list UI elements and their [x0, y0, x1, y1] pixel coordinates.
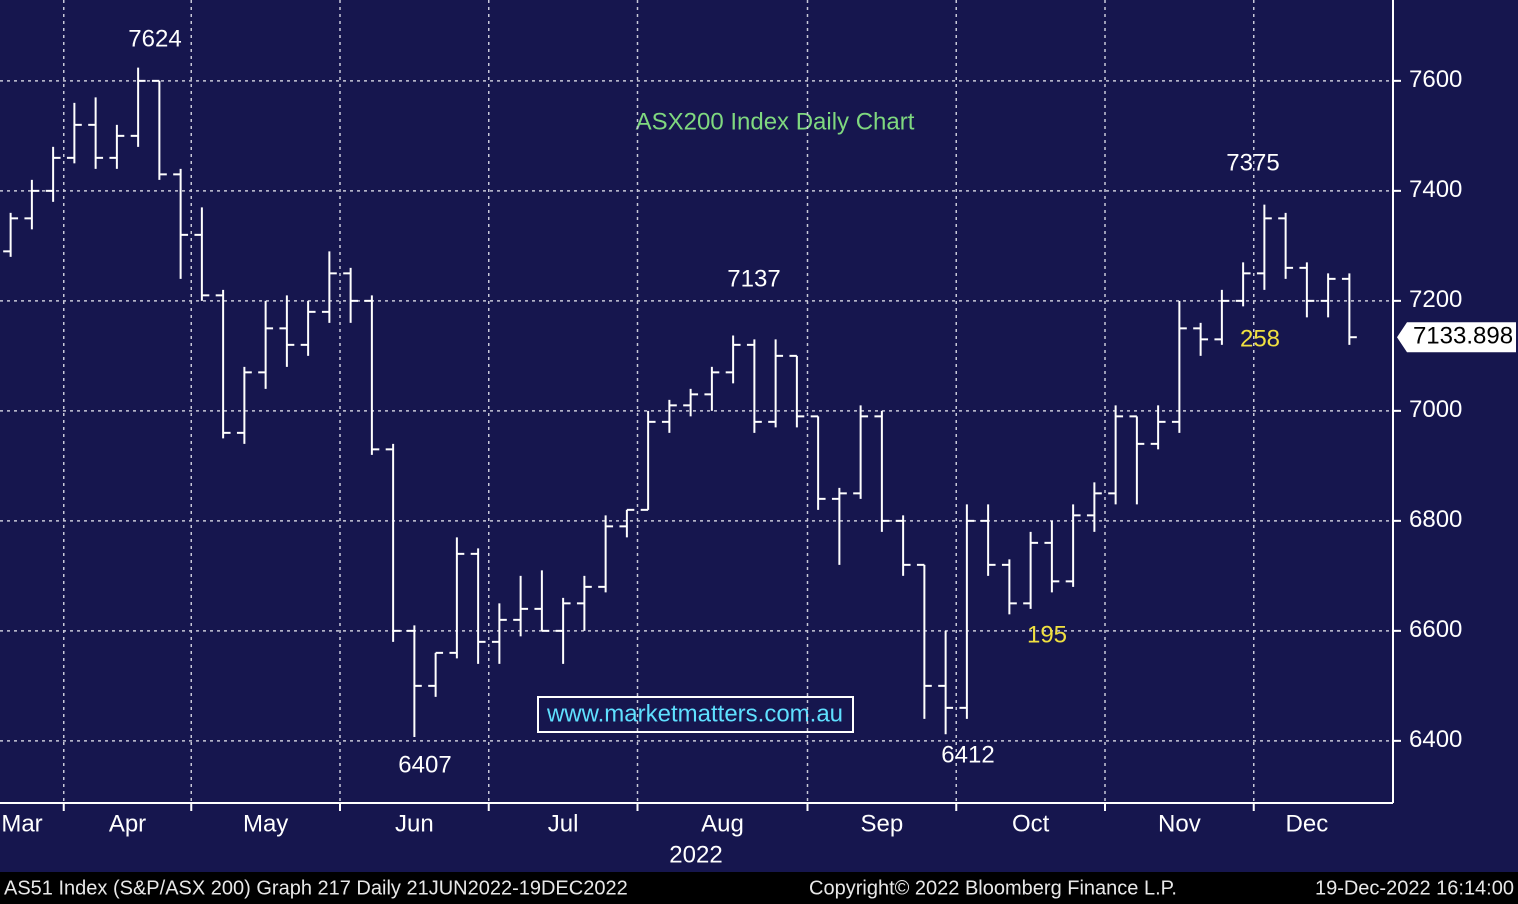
last-price-label: 7133.898	[1413, 323, 1513, 350]
x-tick-label: May	[243, 810, 288, 837]
x-tick-label: Aug	[701, 810, 744, 837]
annotation: 6407	[398, 751, 451, 778]
watermark: www.marketmatters.com.au	[546, 700, 843, 727]
x-tick-label: Nov	[1158, 810, 1201, 837]
x-axis-label: 2022	[669, 841, 722, 868]
last-price-tag	[1397, 322, 1516, 353]
annotation: 258	[1240, 325, 1280, 352]
footer-center: Copyright© 2022 Bloomberg Finance L.P.	[809, 877, 1177, 899]
y-tick-label: 7000	[1409, 396, 1462, 423]
y-tick-label: 7200	[1409, 286, 1462, 313]
footer-left: AS51 Index (S&P/ASX 200) Graph 217 Daily…	[4, 877, 628, 899]
y-tick-label: 6800	[1409, 506, 1462, 533]
annotation: 7624	[128, 25, 181, 52]
x-tick-label: Apr	[109, 810, 146, 837]
x-tick-label: Jun	[395, 810, 434, 837]
x-tick-label: Jul	[548, 810, 579, 837]
y-tick-label: 7600	[1409, 66, 1462, 93]
annotation: 195	[1027, 621, 1067, 648]
y-tick-label: 6600	[1409, 616, 1462, 643]
chart-title: ASX200 Index Daily Chart	[636, 108, 915, 135]
annotation: 7137	[727, 265, 780, 292]
watermark-box	[537, 696, 854, 733]
x-tick-label: Mar	[1, 810, 42, 837]
chart-background	[0, 0, 1518, 872]
annotation: 7375	[1226, 149, 1279, 176]
footer-background	[0, 872, 1518, 904]
y-tick-label: 6400	[1409, 726, 1462, 753]
footer-right: 19-Dec-2022 16:14:00	[1315, 877, 1514, 899]
x-tick-label: Sep	[861, 810, 904, 837]
x-tick-label: Dec	[1286, 810, 1329, 837]
annotation: 6412	[941, 741, 994, 768]
x-tick-label: Oct	[1012, 810, 1050, 837]
y-tick-label: 7400	[1409, 176, 1462, 203]
